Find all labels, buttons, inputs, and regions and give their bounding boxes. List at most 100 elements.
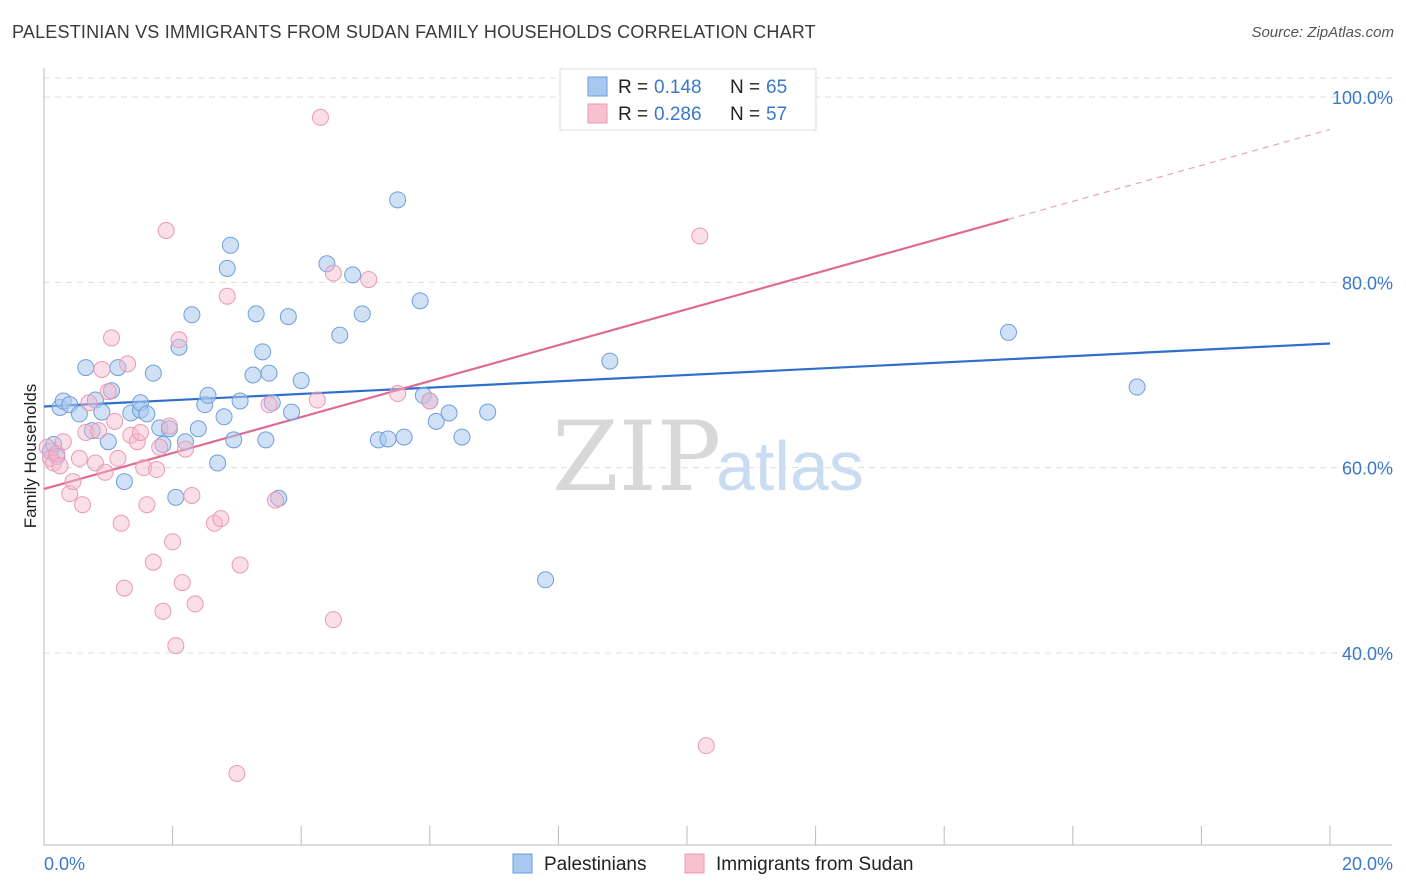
point-palestinians bbox=[344, 266, 362, 284]
legend: R = 0.148 N = 65 R = 0.286 N = 57 bbox=[559, 68, 817, 131]
point-palestinians bbox=[318, 255, 336, 273]
point-sudan bbox=[389, 385, 407, 403]
point-sudan bbox=[115, 579, 133, 597]
legend-swatch-sudan bbox=[587, 103, 608, 124]
point-sudan bbox=[311, 108, 329, 126]
point-sudan bbox=[324, 264, 342, 282]
chart-source: Source: ZipAtlas.com bbox=[1251, 24, 1394, 41]
bottom-legend: Palestinians Immigrants from Sudan bbox=[512, 853, 913, 875]
point-palestinians bbox=[189, 420, 207, 438]
point-sudan bbox=[176, 440, 194, 458]
point-palestinians bbox=[183, 306, 201, 324]
point-sudan bbox=[122, 426, 140, 444]
point-sudan bbox=[164, 533, 182, 551]
legend-r-value-1: 0.148 bbox=[654, 77, 702, 98]
point-sudan bbox=[173, 574, 191, 592]
point-palestinians bbox=[1128, 378, 1146, 396]
point-palestinians bbox=[389, 191, 407, 209]
point-palestinians bbox=[247, 305, 265, 323]
bottom-legend-palestinians: Palestinians bbox=[544, 854, 646, 875]
point-sudan bbox=[112, 514, 130, 532]
point-palestinians bbox=[199, 386, 217, 404]
point-sudan bbox=[691, 227, 709, 245]
point-sudan bbox=[167, 637, 185, 655]
point-sudan bbox=[119, 355, 137, 373]
trend-line-sudan-extension bbox=[1008, 128, 1331, 220]
bottom-legend-swatch-palestinians bbox=[512, 853, 533, 874]
point-sudan bbox=[128, 433, 146, 451]
point-palestinians bbox=[144, 364, 162, 382]
legend-r-label-2: R = bbox=[618, 104, 648, 125]
point-palestinians bbox=[292, 372, 310, 390]
point-palestinians bbox=[427, 412, 445, 430]
point-palestinians bbox=[257, 431, 275, 449]
point-palestinians bbox=[167, 488, 185, 506]
y-tick-label: 40.0% bbox=[1342, 644, 1393, 664]
point-palestinians bbox=[70, 405, 88, 423]
point-palestinians bbox=[283, 403, 301, 421]
y-tick-label: 80.0% bbox=[1342, 273, 1393, 293]
point-sudan bbox=[77, 423, 95, 441]
point-palestinians bbox=[99, 433, 117, 451]
point-sudan bbox=[160, 417, 178, 435]
point-sudan bbox=[90, 422, 108, 440]
trend-line-sudan bbox=[43, 218, 1009, 491]
point-sudan bbox=[154, 602, 172, 620]
point-sudan bbox=[218, 287, 236, 305]
point-sudan bbox=[151, 438, 169, 456]
point-palestinians bbox=[1000, 323, 1017, 341]
legend-n-label-1: N = bbox=[730, 77, 760, 98]
point-palestinians bbox=[244, 366, 262, 384]
point-sudan bbox=[74, 496, 92, 514]
point-palestinians bbox=[331, 326, 349, 344]
trend-line-palestinians bbox=[43, 342, 1331, 408]
point-sudan bbox=[103, 329, 121, 347]
point-palestinians bbox=[395, 428, 413, 446]
point-sudan bbox=[109, 449, 127, 467]
point-palestinians bbox=[453, 428, 471, 446]
y-axis-label: Family Households bbox=[21, 384, 40, 529]
point-sudan bbox=[324, 611, 342, 629]
point-palestinians bbox=[215, 408, 233, 426]
data-points bbox=[38, 108, 1146, 782]
point-sudan bbox=[186, 595, 204, 613]
x-tick-min: 0.0% bbox=[44, 854, 85, 874]
point-palestinians bbox=[440, 404, 458, 422]
point-sudan bbox=[99, 383, 117, 401]
point-sudan bbox=[93, 360, 111, 378]
chart-title: PALESTINIAN VS IMMIGRANTS FROM SUDAN FAM… bbox=[12, 22, 816, 42]
point-sudan bbox=[144, 553, 162, 571]
point-palestinians bbox=[218, 259, 236, 277]
point-sudan bbox=[70, 449, 88, 467]
point-sudan bbox=[308, 391, 326, 409]
point-palestinians bbox=[231, 392, 249, 410]
point-sudan bbox=[96, 463, 114, 481]
legend-r-value-2: 0.286 bbox=[654, 104, 702, 125]
point-sudan bbox=[421, 392, 439, 410]
point-palestinians bbox=[254, 343, 272, 361]
point-palestinians bbox=[176, 433, 194, 451]
point-sudan bbox=[80, 394, 98, 412]
legend-swatch-palestinians bbox=[587, 76, 608, 97]
y-tick-label: 100.0% bbox=[1332, 88, 1393, 108]
point-sudan bbox=[54, 433, 72, 451]
point-palestinians bbox=[601, 352, 619, 370]
point-palestinians bbox=[83, 422, 101, 440]
point-sudan bbox=[38, 438, 56, 456]
point-sudan bbox=[64, 473, 82, 491]
x-tick-max: 20.0% bbox=[1342, 854, 1393, 874]
point-sudan bbox=[131, 423, 149, 441]
point-sudan bbox=[138, 496, 156, 514]
point-palestinians bbox=[154, 436, 172, 453]
point-sudan bbox=[228, 764, 246, 782]
legend-n-label-2: N = bbox=[730, 104, 760, 125]
point-sudan bbox=[360, 271, 378, 289]
point-sudan bbox=[183, 486, 201, 504]
point-palestinians bbox=[411, 292, 429, 310]
legend-r-label-1: R = bbox=[618, 77, 648, 98]
point-palestinians bbox=[138, 405, 156, 423]
point-palestinians bbox=[379, 430, 397, 448]
legend-n-value-2: 57 bbox=[766, 104, 787, 125]
legend-n-value-1: 65 bbox=[766, 77, 787, 98]
